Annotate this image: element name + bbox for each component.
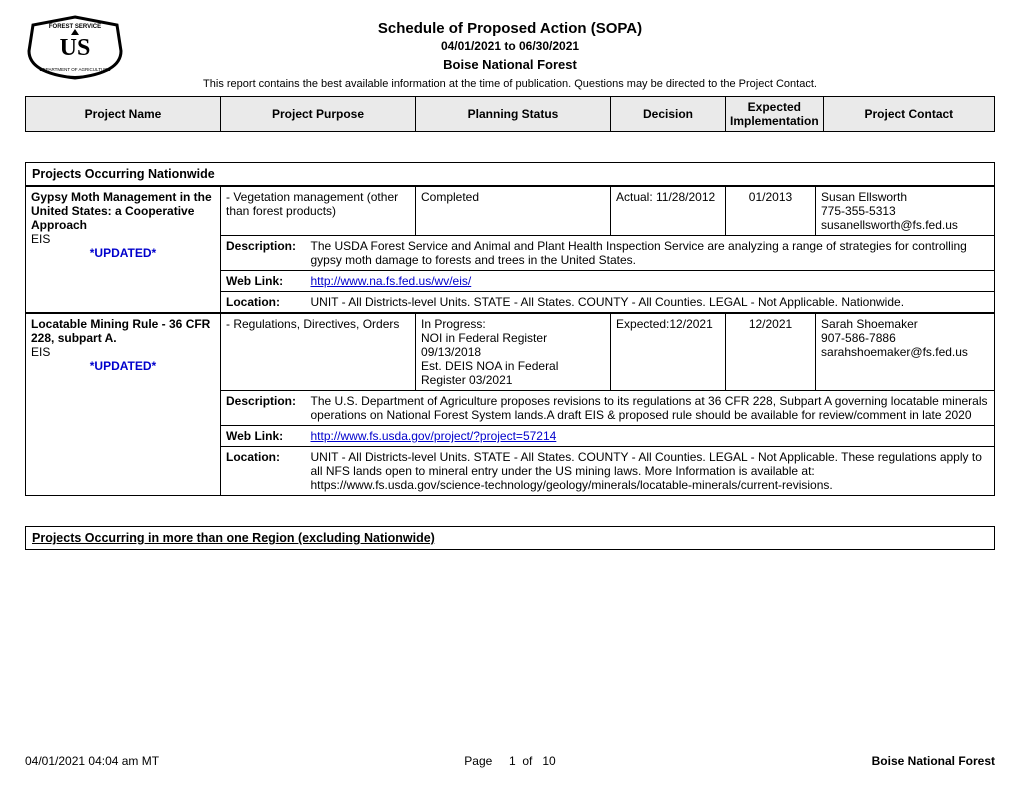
project-table-1: Gypsy Moth Management in the United Stat… [25, 186, 995, 313]
description-label: Description: [221, 236, 306, 271]
project-doc-type: EIS [31, 232, 215, 246]
project-name-cell: Gypsy Moth Management in the United Stat… [26, 187, 221, 313]
location-value: UNIT - All Districts-level Units. STATE … [306, 292, 995, 313]
footer-page: Page 1 of 10 [25, 754, 995, 768]
project-purpose: - Vegetation management (other than fore… [221, 187, 416, 236]
project-name: Locatable Mining Rule - 36 CFR 228, subp… [31, 317, 215, 345]
location-label: Location: [221, 447, 306, 496]
weblink-value: http://www.fs.usda.gov/project/?project=… [306, 426, 995, 447]
project-purpose: - Regulations, Directives, Orders [221, 314, 416, 391]
report-forest: Boise National Forest [25, 57, 995, 72]
project-doc-type: EIS [31, 345, 215, 359]
description-value: The USDA Forest Service and Animal and P… [306, 236, 995, 271]
report-date-range: 04/01/2021 to 06/30/2021 [25, 39, 995, 53]
weblink-value: http://www.na.fs.fed.us/wv/eis/ [306, 271, 995, 292]
location-value: UNIT - All Districts-level Units. STATE … [306, 447, 995, 496]
section-multi-region: Projects Occurring in more than one Regi… [25, 526, 995, 550]
section-nationwide: Projects Occurring Nationwide [25, 162, 995, 186]
weblink-anchor[interactable]: http://www.fs.usda.gov/project/?project=… [311, 429, 557, 443]
project-name-cell: Locatable Mining Rule - 36 CFR 228, subp… [26, 314, 221, 496]
contact-phone: 907-586-7886 [821, 331, 989, 345]
contact-email: susanellsworth@fs.fed.us [821, 218, 989, 232]
weblink-anchor[interactable]: http://www.na.fs.fed.us/wv/eis/ [311, 274, 472, 288]
project-status: In Progress: NOI in Federal Register 09/… [416, 314, 611, 391]
project-updated-flag: *UPDATED* [31, 246, 215, 260]
project-status: Completed [416, 187, 611, 236]
weblink-label: Web Link: [221, 426, 306, 447]
page-footer: 04/01/2021 04:04 am MT Page 1 of 10 Bois… [25, 754, 995, 768]
project-implementation: 01/2013 [726, 187, 816, 236]
col-project-contact: Project Contact [823, 97, 994, 132]
project-decision: Actual: 11/28/2012 [611, 187, 726, 236]
col-project-purpose: Project Purpose [221, 97, 416, 132]
col-decision: Decision [611, 97, 726, 132]
project-decision: Expected:12/2021 [611, 314, 726, 391]
project-contact: Sarah Shoemaker 907-586-7886 sarahshoema… [816, 314, 995, 391]
column-header-table: Project Name Project Purpose Planning St… [25, 96, 995, 132]
location-label: Location: [221, 292, 306, 313]
project-contact: Susan Ellsworth 775-355-5313 susanellswo… [816, 187, 995, 236]
project-implementation: 12/2021 [726, 314, 816, 391]
svg-text:US: US [60, 35, 91, 61]
contact-name: Susan Ellsworth [821, 190, 989, 204]
svg-text:DEPARTMENT OF AGRICULTURE: DEPARTMENT OF AGRICULTURE [40, 67, 111, 72]
report-header: FOREST SERVICE US DEPARTMENT OF AGRICULT… [25, 20, 995, 90]
contact-email: sarahshoemaker@fs.fed.us [821, 345, 989, 359]
project-table-2: Locatable Mining Rule - 36 CFR 228, subp… [25, 313, 995, 496]
forest-service-logo: FOREST SERVICE US DEPARTMENT OF AGRICULT… [25, 15, 125, 80]
project-updated-flag: *UPDATED* [31, 359, 215, 373]
col-planning-status: Planning Status [416, 97, 611, 132]
report-title: Schedule of Proposed Action (SOPA) [25, 20, 995, 37]
weblink-label: Web Link: [221, 271, 306, 292]
description-value: The U.S. Department of Agriculture propo… [306, 391, 995, 426]
contact-phone: 775-355-5313 [821, 204, 989, 218]
report-disclaimer: This report contains the best available … [25, 78, 995, 90]
contact-name: Sarah Shoemaker [821, 317, 989, 331]
col-project-name: Project Name [26, 97, 221, 132]
project-name: Gypsy Moth Management in the United Stat… [31, 190, 215, 232]
col-expected-implementation: Expected Implementation [726, 97, 824, 132]
description-label: Description: [221, 391, 306, 426]
